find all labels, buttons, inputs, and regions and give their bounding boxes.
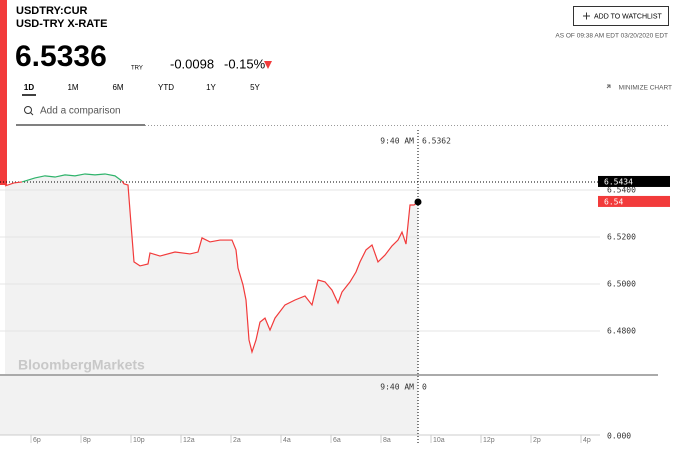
x-tick-label: 12a: [183, 437, 195, 444]
y-tick-label: 6.4800: [607, 327, 636, 336]
y-tick-label: 6.5000: [607, 280, 636, 289]
x-tick-label: 8p: [83, 437, 91, 444]
crosshair-time: 9:40 AM: [380, 137, 414, 146]
change: -0.0098: [170, 56, 214, 71]
x-tick-label: 2a: [233, 437, 241, 444]
minimize-icon: [606, 84, 611, 89]
price: 6.5336: [15, 40, 107, 73]
button-label[interactable]: ADD TO WATCHLIST: [594, 13, 663, 20]
x-tick-label: 4p: [583, 437, 591, 444]
crosshair-volume: 0: [422, 383, 427, 392]
crosshair-time: 9:40 AM: [380, 383, 414, 392]
range-tab[interactable]: 1Y: [206, 83, 216, 92]
crosshair-value: 6.5362: [422, 137, 451, 146]
currency: TRY: [131, 66, 143, 72]
x-tick-label: 10p: [133, 437, 145, 444]
range-tab[interactable]: 6M: [112, 83, 123, 92]
accent-bar: [0, 0, 7, 185]
range-tab[interactable]: 5Y: [250, 83, 260, 92]
area-fill: [5, 173, 418, 375]
last-label: 6.54: [604, 197, 623, 206]
x-tick-label: 2p: [533, 437, 541, 444]
last-box: [598, 195, 670, 207]
price-line: [4, 180, 419, 355]
as-of: AS OF 09:38 AM EDT 03/20/2020 EDT: [555, 33, 668, 40]
button-frame[interactable]: [573, 6, 669, 26]
down-arrow: [264, 61, 272, 69]
x-tick-label: 12p: [483, 437, 495, 444]
x-tick-label: 8a: [383, 437, 391, 444]
search-icon: [24, 106, 32, 114]
previous-close-label: 6.5434: [604, 177, 633, 186]
y-tick-label: 6.5200: [607, 232, 636, 241]
last-point: [414, 198, 422, 206]
comparison-input[interactable]: Add a comparison: [40, 106, 121, 117]
previous-close-box: [598, 175, 670, 187]
volume-panel: [0, 375, 418, 435]
volume-tick-label: 0.000: [607, 432, 631, 441]
y-tick-label: 6.5400: [607, 185, 636, 194]
range-tab[interactable]: YTD: [158, 83, 174, 92]
instrument-name: USD-TRY X-RATE: [16, 18, 107, 30]
range-tab[interactable]: 1M: [67, 83, 78, 92]
plot: 6.4800 6.5000 6.5200 6.5400 0.000 6p 8p 10p 12a 2…: [0, 130, 670, 444]
range-tabs: 1D 1M 6M YTD 1Y 5Y: [22, 83, 261, 96]
search-icon-handle: [30, 112, 34, 116]
x-tick-label: 10a: [433, 437, 445, 444]
plus-icon: [583, 12, 590, 20]
x-tick-label: 6a: [333, 437, 341, 444]
x-tick-label: 6p: [33, 437, 41, 444]
watermark: BloombergMarkets: [18, 357, 145, 373]
watchlist-button[interactable]: ADD TO WATCHLIST: [573, 6, 669, 26]
x-tick-label: 4a: [283, 437, 291, 444]
ticker: USDTRY:CUR: [16, 5, 88, 17]
price-line: [21, 173, 123, 183]
range-tab[interactable]: 1D: [24, 83, 34, 92]
minimize-chart[interactable]: MINIMIZE CHART: [619, 85, 672, 92]
change-percent: -0.15%: [224, 56, 266, 71]
